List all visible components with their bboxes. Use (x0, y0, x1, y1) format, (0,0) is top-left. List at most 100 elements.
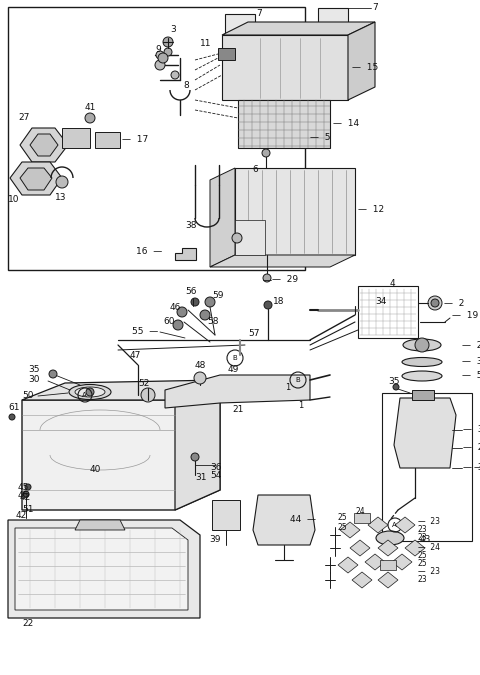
Polygon shape (10, 162, 62, 195)
Ellipse shape (402, 358, 442, 367)
Polygon shape (350, 540, 370, 556)
Text: 8: 8 (183, 80, 189, 90)
Text: 10: 10 (8, 196, 20, 205)
Circle shape (171, 71, 179, 79)
Text: 30: 30 (28, 375, 39, 385)
Polygon shape (30, 134, 58, 156)
Text: 45: 45 (18, 483, 29, 491)
Circle shape (194, 372, 206, 384)
Circle shape (431, 299, 439, 307)
Polygon shape (165, 375, 310, 408)
Text: —  5: — 5 (310, 134, 331, 142)
Text: 38: 38 (185, 221, 196, 230)
Polygon shape (222, 22, 375, 35)
Text: 41: 41 (85, 103, 96, 113)
Text: —  17: — 17 (122, 136, 148, 144)
Text: 42: 42 (16, 512, 27, 520)
Text: 44  —: 44 — (290, 516, 316, 524)
Text: 21: 21 (232, 406, 243, 414)
Text: 35: 35 (388, 377, 399, 387)
Text: 23: 23 (418, 576, 428, 585)
Circle shape (205, 297, 215, 307)
Text: 45: 45 (18, 491, 29, 500)
Text: A: A (392, 522, 397, 528)
Polygon shape (235, 220, 265, 255)
Polygon shape (75, 520, 125, 530)
Polygon shape (95, 132, 120, 148)
Polygon shape (22, 380, 220, 510)
Text: 25: 25 (418, 560, 428, 568)
Text: 36: 36 (210, 464, 221, 472)
Text: 24: 24 (355, 508, 365, 516)
Text: 42: 42 (20, 493, 31, 502)
Ellipse shape (403, 339, 441, 351)
Text: 58: 58 (207, 317, 218, 327)
Text: 4: 4 (390, 279, 396, 288)
Circle shape (141, 388, 155, 402)
Text: 54: 54 (210, 472, 221, 481)
Polygon shape (175, 248, 196, 260)
Polygon shape (225, 14, 255, 35)
Text: 7: 7 (372, 3, 378, 13)
Text: —  15: — 15 (352, 63, 378, 72)
Text: 9: 9 (155, 45, 161, 55)
Polygon shape (368, 517, 388, 533)
Text: 3: 3 (170, 26, 176, 34)
Text: 51: 51 (22, 506, 34, 514)
Text: 18: 18 (273, 298, 285, 306)
Polygon shape (235, 168, 355, 255)
Text: —  53: — 53 (462, 371, 480, 381)
Circle shape (155, 60, 165, 70)
Circle shape (56, 176, 68, 188)
Text: 13: 13 (55, 194, 67, 202)
Polygon shape (212, 500, 240, 530)
Text: 25: 25 (418, 551, 428, 560)
Text: 43: 43 (420, 535, 432, 545)
Text: 7: 7 (256, 9, 262, 18)
Polygon shape (20, 168, 52, 190)
Polygon shape (405, 540, 425, 556)
Text: 60: 60 (163, 317, 175, 327)
Polygon shape (392, 554, 412, 570)
Ellipse shape (402, 371, 442, 381)
Text: B: B (232, 355, 237, 361)
Polygon shape (210, 168, 235, 267)
Circle shape (262, 149, 270, 157)
Ellipse shape (75, 387, 105, 397)
Circle shape (191, 298, 199, 306)
Text: A: A (82, 392, 87, 398)
Circle shape (200, 310, 210, 320)
Text: 55  —: 55 — (132, 327, 158, 337)
Polygon shape (354, 513, 370, 523)
Bar (8, 7, 305, 270)
Text: —  2: — 2 (444, 298, 464, 308)
Polygon shape (222, 35, 348, 100)
Circle shape (428, 296, 442, 310)
Text: 23: 23 (418, 526, 428, 535)
Text: —  33: — 33 (463, 464, 480, 472)
Text: 22: 22 (22, 618, 33, 628)
Circle shape (25, 484, 31, 490)
Polygon shape (394, 398, 456, 468)
Ellipse shape (376, 531, 404, 545)
Text: 16  —: 16 — (136, 248, 162, 256)
Circle shape (191, 453, 199, 461)
Circle shape (264, 301, 272, 309)
Text: 57: 57 (248, 329, 260, 338)
Text: 1: 1 (285, 383, 290, 392)
Polygon shape (365, 554, 385, 570)
Polygon shape (338, 557, 358, 573)
Text: 11: 11 (200, 38, 212, 47)
Text: 40: 40 (89, 466, 101, 475)
Text: 25: 25 (338, 514, 348, 522)
Circle shape (163, 37, 173, 47)
Circle shape (158, 53, 168, 63)
Polygon shape (380, 560, 396, 570)
Circle shape (415, 338, 429, 352)
Text: 50: 50 (22, 391, 34, 400)
Bar (412, 390, 434, 400)
Text: 23: 23 (418, 533, 428, 543)
Text: —  23: — 23 (418, 518, 440, 526)
Circle shape (263, 274, 271, 282)
Polygon shape (62, 128, 90, 148)
